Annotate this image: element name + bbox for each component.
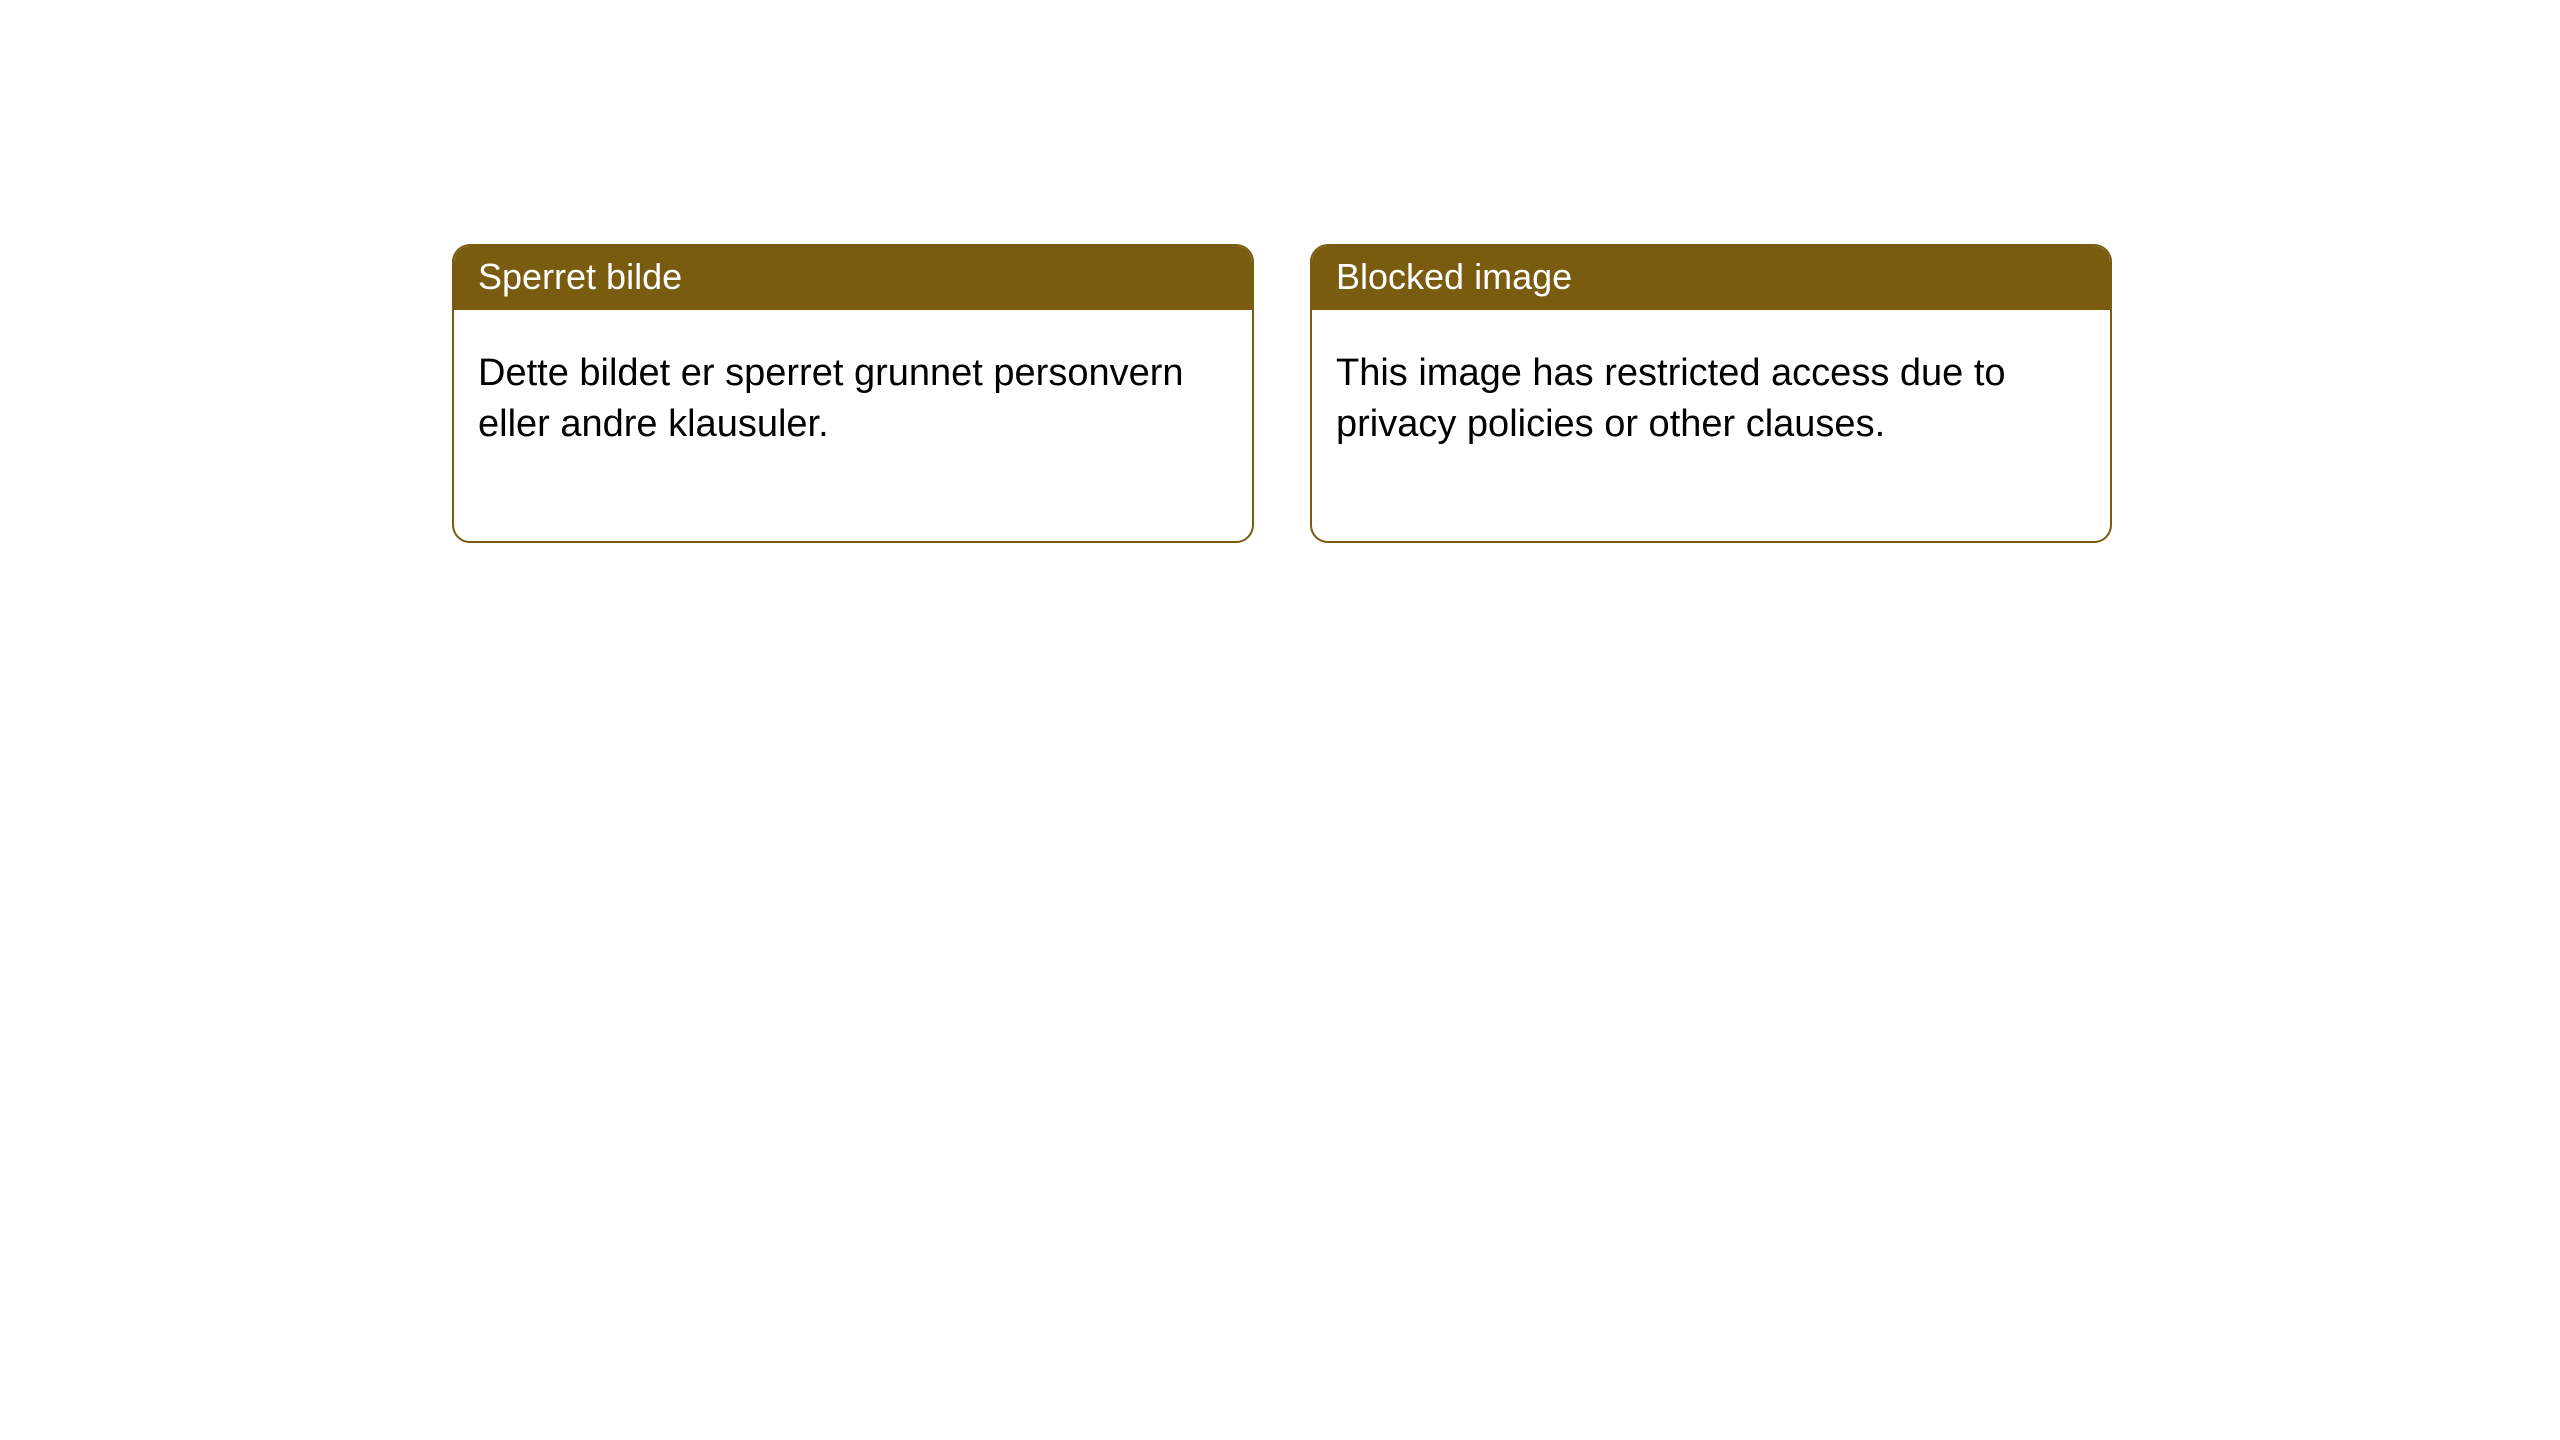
- notice-box-english: Blocked image This image has restricted …: [1310, 244, 2112, 543]
- notice-header: Blocked image: [1312, 246, 2110, 310]
- notice-box-norwegian: Sperret bilde Dette bildet er sperret gr…: [452, 244, 1254, 543]
- notice-body: This image has restricted access due to …: [1312, 310, 2110, 541]
- notice-header: Sperret bilde: [454, 246, 1252, 310]
- notice-body: Dette bildet er sperret grunnet personve…: [454, 310, 1252, 541]
- notice-container: Sperret bilde Dette bildet er sperret gr…: [0, 0, 2560, 543]
